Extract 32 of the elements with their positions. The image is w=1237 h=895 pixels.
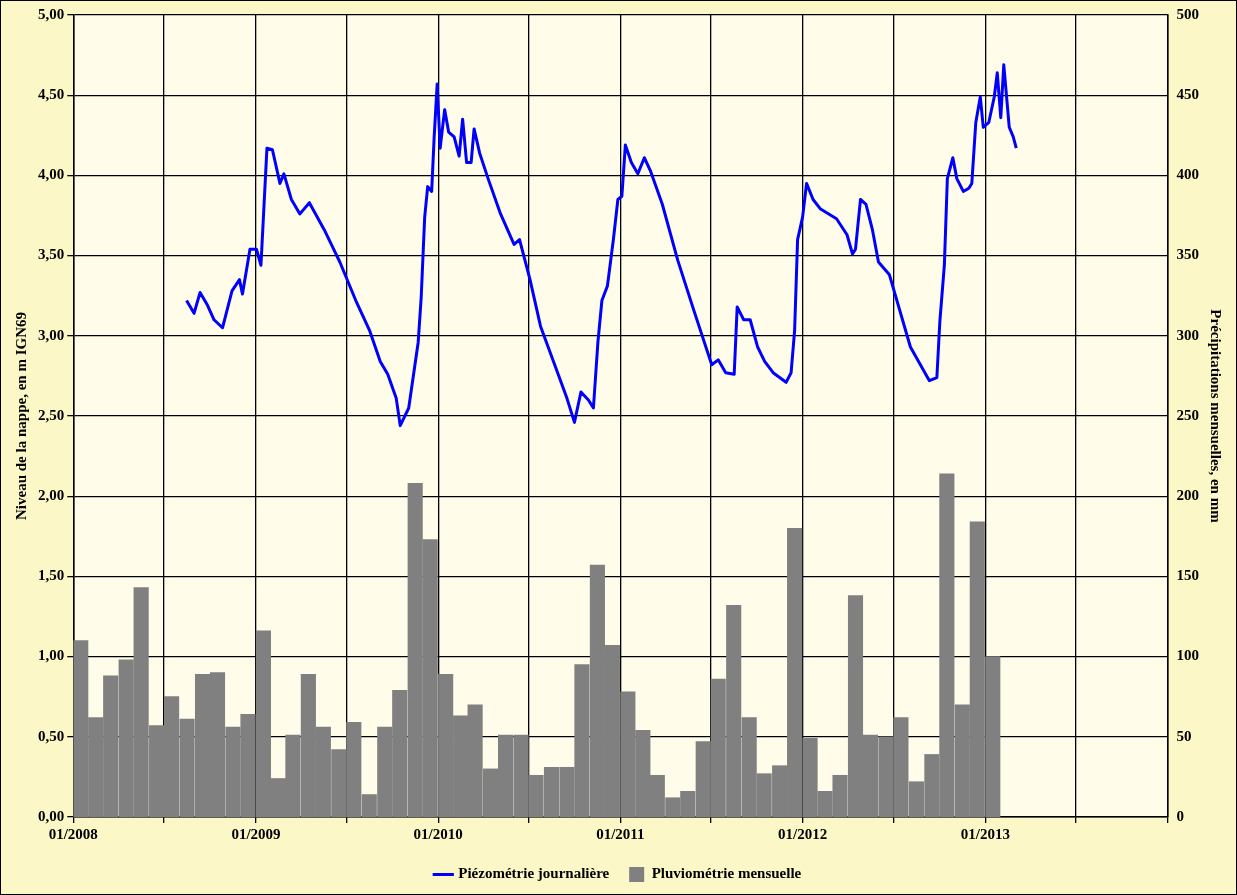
y2-tick-label: 50	[1176, 727, 1192, 744]
y2-axis-title: Précipitations mensuelles, en mm	[1208, 309, 1225, 524]
y-axis-title: Niveau de la nappe, en m IGN69	[12, 312, 29, 520]
y2-tick-label: 200	[1176, 487, 1199, 504]
y-tick-label: 0,50	[38, 727, 65, 744]
y-tick-label: 3,00	[38, 326, 65, 343]
x-tick-label: 01/2011	[596, 825, 645, 842]
x-tick-label: 01/2008	[48, 825, 98, 842]
y-tick-label: 5,00	[38, 5, 65, 22]
x-tick-label: 01/2012	[778, 825, 828, 842]
y-tick-label: 2,50	[38, 406, 65, 423]
y-tick-label: 0,00	[38, 807, 65, 824]
y2-tick-label: 100	[1176, 647, 1199, 664]
y-tick-label: 4,00	[38, 166, 65, 183]
y2-tick-label: 350	[1176, 246, 1199, 263]
x-tick-label: 01/2010	[413, 825, 463, 842]
legend-label: Piézométrie journalière	[458, 865, 610, 882]
x-tick-label: 01/2009	[231, 825, 281, 842]
y2-tick-label: 500	[1176, 5, 1199, 22]
y2-tick-label: 250	[1176, 406, 1199, 423]
x-tick-label: 01/2013	[960, 825, 1010, 842]
y-tick-label: 3,50	[38, 246, 65, 263]
y2-tick-label: 300	[1176, 326, 1199, 343]
y-tick-label: 2,00	[38, 487, 65, 504]
y2-tick-label: 150	[1176, 567, 1199, 584]
y-tick-label: 1,00	[38, 647, 65, 664]
y-tick-label: 4,50	[38, 86, 65, 103]
y2-tick-label: 0	[1176, 807, 1184, 824]
y2-tick-label: 450	[1176, 86, 1199, 103]
legend-label: Pluviométrie mensuelle	[651, 865, 802, 882]
y-tick-label: 1,50	[38, 567, 65, 584]
y2-tick-label: 400	[1176, 166, 1199, 183]
